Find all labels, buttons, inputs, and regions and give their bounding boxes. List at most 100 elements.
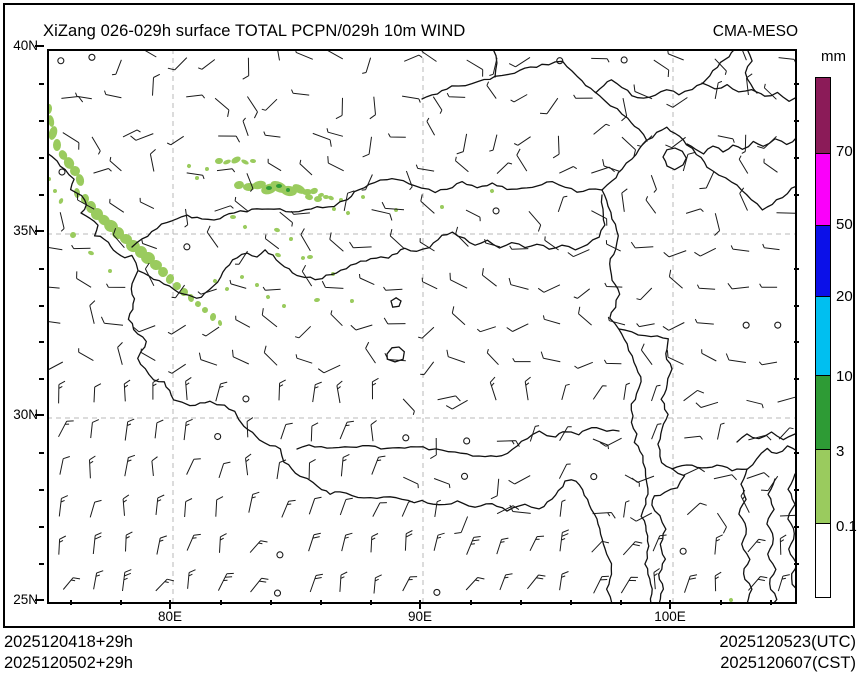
lat-minor-tick: [39, 120, 44, 122]
map-area: [47, 49, 797, 604]
wind-barb: [335, 97, 343, 120]
wind-barb: [218, 461, 231, 479]
boundary-line: [296, 426, 620, 458]
wind-barb: [229, 279, 247, 289]
map-border: [47, 49, 797, 604]
calm-wind-icon: [402, 434, 410, 442]
wind-barb: [509, 504, 531, 514]
lat-tick-label: 35N: [13, 223, 38, 238]
wind-barb: [61, 96, 84, 103]
wind-barb: [308, 496, 322, 515]
wind-barb: [59, 212, 65, 232]
wind-barb: [112, 228, 125, 249]
wind-barb: [433, 478, 451, 489]
lat-minor-tick: [794, 120, 799, 122]
lat-minor-tick: [794, 452, 799, 454]
precip-blob: [241, 159, 249, 165]
lat-minor-tick: [794, 268, 799, 270]
boundary-line: [492, 49, 498, 78]
wind-barb: [384, 352, 406, 362]
wind-barb: [605, 240, 621, 252]
wind-barb: [197, 288, 217, 295]
wind-barb: [76, 271, 92, 288]
lat-major-tick: [35, 599, 44, 601]
wind-barb: [278, 379, 286, 401]
lon-tick-label: 90E: [407, 609, 433, 624]
wind-barb: [593, 575, 609, 594]
precip-blob: [150, 259, 162, 271]
wind-barb: [109, 156, 122, 172]
wind-barb: [281, 499, 296, 518]
wind-barb: [537, 284, 561, 293]
wind-barb: [666, 350, 684, 365]
wind-barb: [449, 272, 468, 289]
precip-blob: [108, 269, 112, 273]
wind-barb: [294, 325, 312, 339]
model-name-label: CMA-MESO: [712, 23, 798, 40]
wind-barb: [714, 534, 723, 555]
wind-barb: [445, 399, 468, 410]
precip-blob: [282, 304, 286, 308]
precip-blob: [70, 166, 80, 176]
wind-barb: [738, 155, 749, 174]
wind-barb: [152, 73, 161, 96]
wind-barb: [573, 94, 593, 99]
wind-barb: [133, 325, 156, 333]
calm-wind-icon: [460, 472, 469, 480]
lon-minor-tick: [270, 600, 272, 605]
wind-barb: [746, 399, 764, 409]
wind-barb: [149, 149, 156, 172]
wind-barb: [75, 92, 92, 100]
calm-wind-icon: [57, 57, 65, 65]
wind-barb: [758, 361, 778, 366]
precip-blob: [187, 164, 191, 168]
precip-blob: [217, 320, 223, 326]
wind-barb: [389, 228, 405, 249]
wind-barb: [168, 363, 186, 374]
wind-barb: [263, 345, 278, 366]
lon-minor-tick: [120, 600, 122, 605]
wind-barb: [508, 475, 531, 485]
boundary-line: [671, 445, 797, 472]
colorbar-threshold-label: 0.1: [836, 518, 857, 535]
wind-barb: [93, 383, 102, 403]
wind-barb: [714, 58, 727, 75]
wind-barb: [62, 577, 81, 590]
wind-barb: [370, 533, 379, 553]
wind-barb: [486, 81, 497, 99]
wind-barb: [777, 574, 790, 592]
wind-barb: [455, 156, 469, 173]
wind-barb: [559, 499, 566, 517]
wind-barb: [557, 195, 568, 213]
wind-barb: [383, 286, 403, 291]
lat-minor-tick: [39, 489, 44, 491]
wind-barb: [757, 136, 777, 149]
wind-barb: [362, 136, 372, 158]
wind-barb: [217, 572, 234, 591]
wind-barb: [144, 262, 155, 287]
wind-barb: [433, 532, 445, 551]
wind-barb: [667, 49, 684, 61]
wind-barb: [454, 516, 469, 534]
wind-barb: [599, 437, 622, 447]
wind-barb: [466, 59, 484, 77]
wind-barb: [371, 209, 393, 221]
wind-barb: [343, 190, 355, 211]
precip-blob: [328, 195, 334, 201]
wind-barb: [321, 280, 344, 289]
wind-barb: [591, 57, 610, 63]
colorbar-threshold-label: 20: [836, 288, 853, 305]
wind-barb: [508, 56, 531, 68]
wind-barb: [741, 49, 747, 61]
wind-barb: [621, 98, 628, 122]
wind-barb: [317, 364, 341, 374]
boundary-line: [601, 189, 653, 604]
precip-blob: [314, 195, 322, 203]
wind-barb: [124, 418, 135, 441]
wind-barb: [218, 135, 241, 143]
wind-barb: [154, 419, 164, 439]
wind-barb: [451, 306, 466, 326]
wind-barb: [246, 173, 254, 192]
wind-barb: [513, 136, 531, 146]
valid-time-cst: 2025120607(CST): [720, 654, 856, 672]
